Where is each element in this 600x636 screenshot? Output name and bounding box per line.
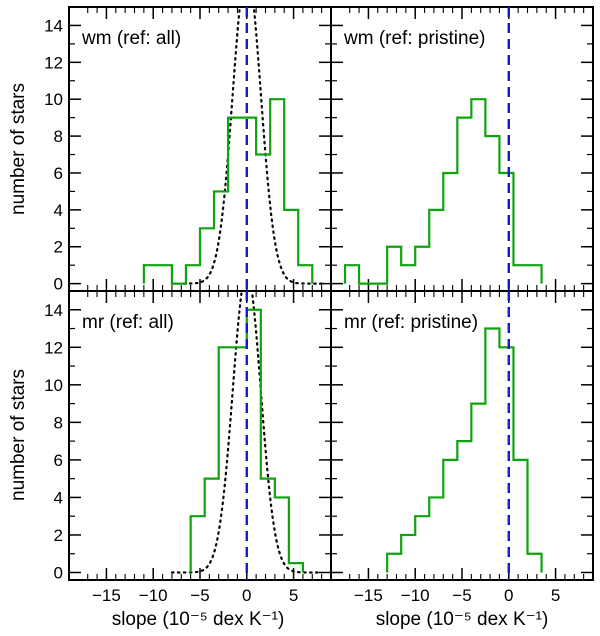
y-tick-label: 12: [44, 53, 63, 72]
x-tick-label: −5: [452, 586, 471, 605]
y-tick-label: 8: [54, 413, 63, 432]
y-tick-label: 2: [54, 526, 63, 545]
y-axis-label-top: number of stars: [8, 83, 29, 215]
y-tick-label: 6: [54, 451, 63, 470]
panel-frame: [68, 290, 332, 581]
x-tick-label: 0: [504, 586, 513, 605]
x-tick-label: 5: [289, 586, 298, 605]
panel-mr-pristine: −15 −10 −5 0 5 mr (ref: pristine): [330, 290, 594, 605]
panel-frame: [330, 290, 594, 581]
panel-title: wm (ref: pristine): [343, 28, 485, 49]
x-tick-label: −15: [92, 586, 121, 605]
y-axis-label-bottom: number of stars: [8, 369, 29, 501]
panel-title: mr (ref: all): [82, 312, 174, 333]
y-tick-label: 8: [54, 127, 63, 146]
x-axis-label-right: slope (10⁻⁵ dex K⁻¹): [376, 609, 549, 630]
x-tick-label: 5: [551, 586, 560, 605]
x-axis-label-left: slope (10⁻⁵ dex K⁻¹): [112, 609, 285, 630]
y-tick-label: 14: [44, 16, 63, 35]
y-tick-label: 0: [54, 563, 63, 582]
x-tick-label: 0: [242, 586, 251, 605]
panel-title: wm (ref: all): [81, 28, 181, 49]
panel-frame: [330, 6, 594, 292]
panel-wm-pristine: wm (ref: pristine): [330, 6, 594, 292]
histogram-step-line: [142, 98, 314, 285]
y-tick-label: 10: [44, 90, 63, 109]
y-tick-label: 4: [54, 201, 63, 220]
histogram-step-line: [386, 327, 543, 573]
x-tick-label: −5: [190, 586, 209, 605]
y-tick-label: 6: [54, 164, 63, 183]
panel-mr-all: 0 2 4 6 8 10 12 14 −15 −10 −5 0 5 mr (ref: all): [44, 290, 332, 605]
x-tick-label: −15: [354, 586, 383, 605]
y-tick-label: 12: [44, 338, 63, 357]
panel-wm-all: 0 2 4 6 8 10 12 14 wm (ref: all): [44, 6, 332, 294]
x-tick-label: −10: [139, 586, 168, 605]
gaussian-curve: [170, 7, 323, 285]
gaussian-curve: [170, 291, 323, 574]
panel-title: mr (ref: pristine): [344, 312, 478, 333]
y-tick-label: 0: [54, 275, 63, 294]
y-tick-label: 10: [44, 376, 63, 395]
y-tick-label: 14: [44, 301, 63, 320]
histogram-step-line: [343, 98, 543, 285]
y-tick-label: 4: [54, 488, 63, 507]
x-tick-label: −10: [401, 586, 430, 605]
y-tick-label: 2: [54, 238, 63, 257]
